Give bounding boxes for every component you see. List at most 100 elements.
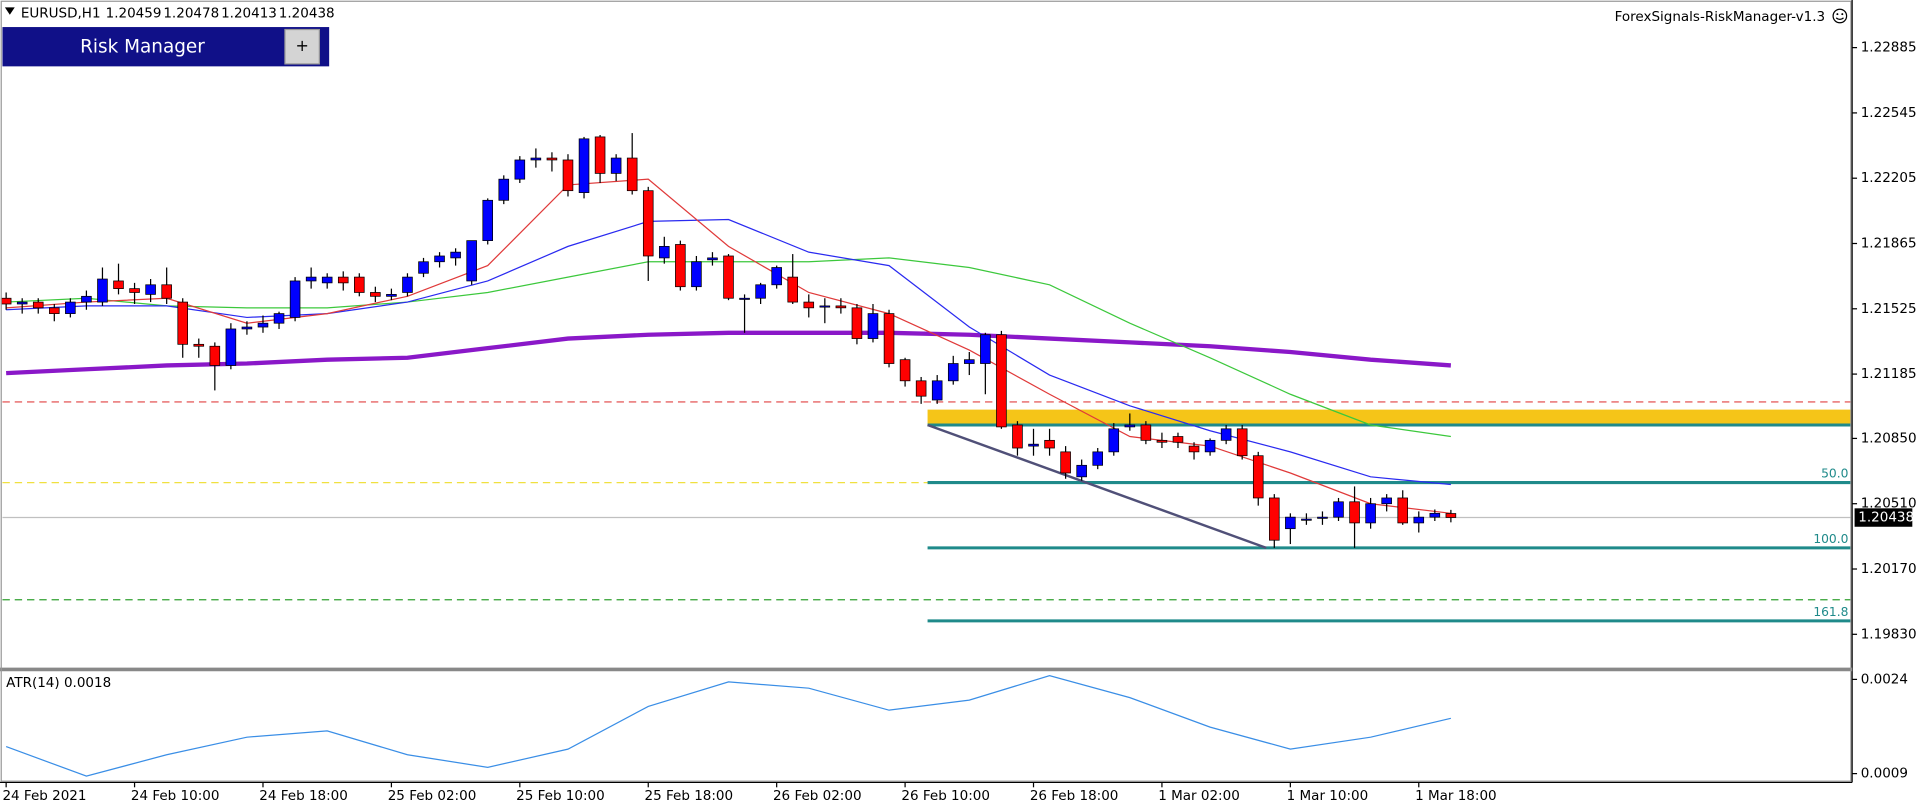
smiley xyxy=(1832,8,1848,24)
risk-panel xyxy=(2,27,330,67)
candle-body xyxy=(659,246,670,259)
candle-body xyxy=(578,138,590,193)
candle-body xyxy=(883,313,895,364)
indicator-tick-label: 0.0024 xyxy=(1861,671,1908,687)
expand-button[interactable] xyxy=(284,28,320,65)
candle-body xyxy=(450,251,461,259)
y-tick-label: 1.19830 xyxy=(1861,626,1916,642)
candle-body xyxy=(386,294,397,297)
x-tick-label: 24 Feb 2021 xyxy=(2,788,86,804)
x-tick-label: 24 Feb 18:00 xyxy=(259,788,348,804)
candle-body xyxy=(530,157,542,161)
candle-body xyxy=(1220,428,1232,441)
ohlc-value: 1.20459 xyxy=(106,6,162,22)
candle-body xyxy=(1124,424,1136,428)
candle-body xyxy=(1413,516,1425,524)
candle-body xyxy=(1204,439,1216,453)
candle-body xyxy=(996,334,1007,428)
x-tick-label: 25 Feb 18:00 xyxy=(645,788,734,804)
candle-body xyxy=(81,295,92,303)
y-tick-label: 1.22545 xyxy=(1861,105,1916,121)
candle-body xyxy=(65,301,76,314)
candle-body xyxy=(947,363,959,382)
candle-body xyxy=(1044,439,1055,449)
x-tick-label: 25 Feb 02:00 xyxy=(388,788,477,804)
candle-body xyxy=(755,284,766,299)
candle-body xyxy=(321,276,333,284)
x-tick-label: 1 Mar 18:00 xyxy=(1415,788,1497,804)
candle-body xyxy=(1381,497,1392,505)
candle-body xyxy=(642,190,654,257)
moving-average xyxy=(6,218,1451,486)
candle-body xyxy=(1236,428,1248,457)
x-tick-label: 26 Feb 10:00 xyxy=(901,788,990,804)
candle-body xyxy=(177,301,189,345)
x-tick-label: 1 Mar 10:00 xyxy=(1287,788,1369,804)
candle-body xyxy=(1060,451,1071,474)
candle-body xyxy=(675,244,686,288)
candle-body xyxy=(1397,497,1409,524)
candle-body xyxy=(835,305,847,309)
candle-body xyxy=(1333,501,1344,518)
candle-body xyxy=(546,157,558,161)
candle-body xyxy=(899,359,911,382)
candle-body xyxy=(0,297,12,305)
candle-body xyxy=(1285,516,1296,530)
candle-body xyxy=(225,328,237,366)
candle-body xyxy=(562,159,574,192)
candle-body xyxy=(498,178,510,201)
indicator-tick-label: 0.0009 xyxy=(1861,766,1908,782)
candle-body xyxy=(1365,503,1376,524)
price-box-label: 1.20438 xyxy=(1858,510,1914,526)
indicator-line xyxy=(5,674,1452,777)
x-tick-label: 26 Feb 02:00 xyxy=(773,788,862,804)
candle-body xyxy=(803,301,815,309)
y-tick-label: 1.21865 xyxy=(1861,236,1916,252)
candle-body xyxy=(305,276,317,282)
candle-body xyxy=(1349,501,1360,524)
candle-body xyxy=(16,301,28,305)
candle-body xyxy=(337,276,349,284)
candle-body xyxy=(1252,455,1264,499)
candle-body xyxy=(402,276,413,293)
ohlc-value: 1.20438 xyxy=(279,6,335,22)
candle-body xyxy=(113,280,124,289)
price-box xyxy=(1854,508,1913,527)
candle-body xyxy=(1076,464,1087,478)
fib-label: 100.0 xyxy=(1813,532,1848,546)
candle-body xyxy=(1108,428,1120,453)
candle-body xyxy=(1156,439,1168,443)
y-tick-label: 1.22205 xyxy=(1861,170,1916,186)
panel-title: Risk Manager xyxy=(80,36,205,57)
symbol: EURUSD,H1 xyxy=(21,6,101,22)
y-tick-label: 1.22885 xyxy=(1861,40,1916,56)
menu-arrow[interactable] xyxy=(4,7,15,15)
candle-body xyxy=(32,301,44,309)
candle-body xyxy=(1028,443,1039,447)
candle-body xyxy=(1445,513,1457,518)
y-tick-label: 1.20510 xyxy=(1861,496,1916,512)
candle-body xyxy=(819,305,831,308)
candle-body xyxy=(434,255,445,263)
candle-body xyxy=(193,343,205,347)
y-tick-label: 1.21525 xyxy=(1861,301,1916,317)
candle-body xyxy=(707,257,718,261)
candle-body xyxy=(594,136,606,174)
y-tick-label: 1.20850 xyxy=(1861,430,1916,446)
moving-average xyxy=(6,330,1452,376)
candle-body xyxy=(161,284,172,299)
x-tick-label: 24 Feb 10:00 xyxy=(131,788,220,804)
candle-body xyxy=(787,276,799,303)
frame xyxy=(0,0,1852,782)
candle-body xyxy=(1429,512,1441,518)
candle-body xyxy=(97,278,108,303)
candle-body xyxy=(145,284,156,295)
candle-body xyxy=(1012,424,1023,449)
button-label[interactable]: + xyxy=(295,36,308,55)
trend-line xyxy=(927,423,1267,550)
candle-body xyxy=(964,359,975,364)
candle-body xyxy=(418,261,429,274)
candle-body xyxy=(980,334,991,364)
